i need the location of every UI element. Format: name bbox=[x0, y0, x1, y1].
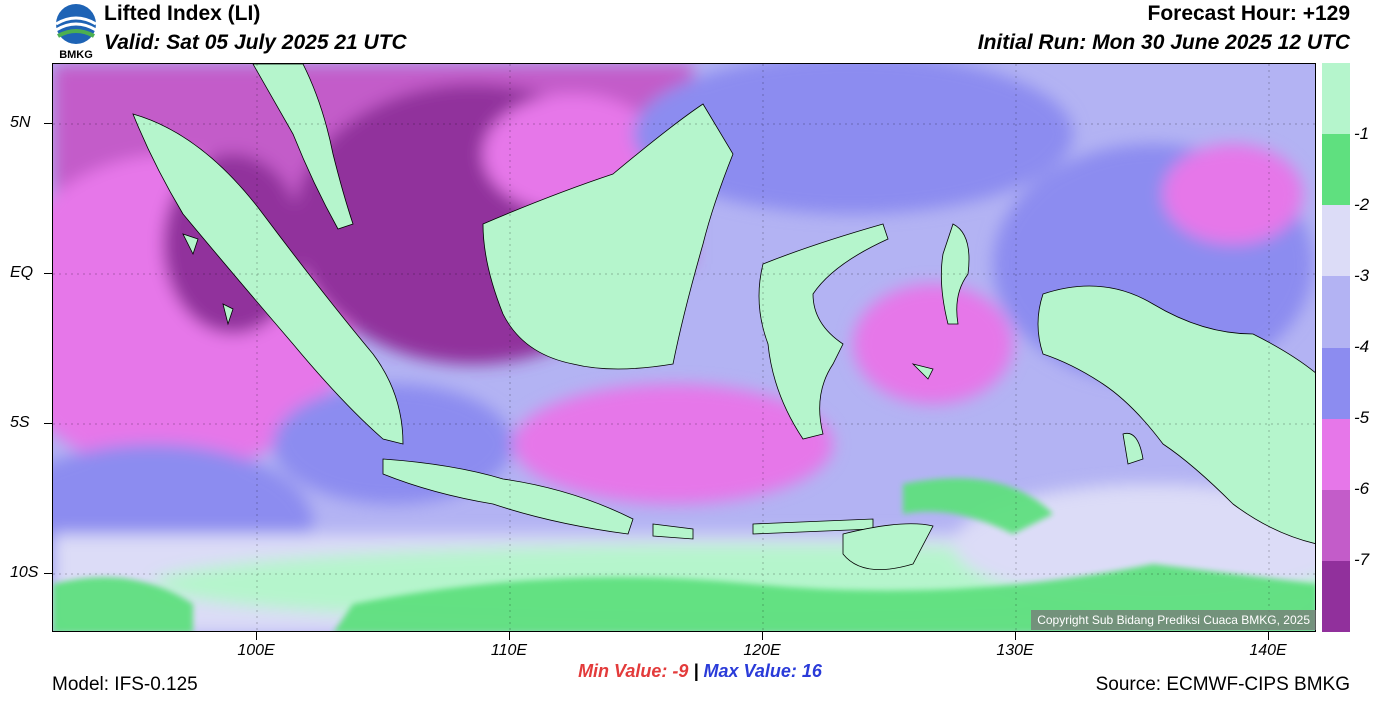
max-label: Max Value: bbox=[703, 661, 797, 681]
legend-swatch bbox=[1322, 418, 1350, 490]
legend-swatch bbox=[1322, 63, 1350, 135]
lat-label-5s: 5S bbox=[10, 414, 30, 431]
lat-tick bbox=[44, 123, 52, 124]
max-value: 16 bbox=[801, 661, 822, 681]
legend-swatch bbox=[1322, 134, 1350, 206]
lon-label-120e: 120E bbox=[743, 642, 781, 659]
lat-tick bbox=[44, 273, 52, 274]
min-value: -9 bbox=[672, 661, 689, 681]
lon-tick bbox=[762, 632, 763, 640]
initial-run: Initial Run: Mon 30 June 2025 12 UTC bbox=[977, 31, 1350, 54]
color-legend bbox=[1322, 63, 1350, 632]
bmkg-logo: BMKG bbox=[52, 2, 100, 62]
legend-label: -3 bbox=[1354, 266, 1370, 285]
lat-label-10s: 10S bbox=[10, 564, 39, 581]
legend-swatch bbox=[1322, 489, 1350, 561]
legend-swatch bbox=[1322, 347, 1350, 419]
legend-label: -1 bbox=[1354, 124, 1370, 143]
legend-label: -6 bbox=[1354, 479, 1370, 498]
lon-tick bbox=[1015, 632, 1016, 640]
legend-swatch bbox=[1322, 205, 1350, 277]
lon-tick bbox=[256, 632, 257, 640]
lon-tick bbox=[509, 632, 510, 640]
lon-label-100e: 100E bbox=[237, 642, 275, 659]
min-max-separator: | bbox=[693, 661, 699, 681]
lon-tick bbox=[1268, 632, 1269, 640]
legend-label: -5 bbox=[1354, 408, 1370, 427]
legend-label: -4 bbox=[1354, 337, 1370, 356]
model-info: Model: IFS-0.125 bbox=[52, 674, 198, 695]
lat-tick bbox=[44, 423, 52, 424]
copyright-notice: Copyright Sub Bidang Prediksi Cuaca BMKG… bbox=[1031, 610, 1316, 630]
lifted-index-map bbox=[52, 63, 1316, 632]
lat-tick bbox=[44, 573, 52, 574]
lon-label-130e: 130E bbox=[996, 642, 1034, 659]
legend-label: -2 bbox=[1354, 195, 1370, 214]
min-max-values: Min Value: -9 | Max Value: 16 bbox=[0, 661, 1400, 682]
min-label: Min Value: bbox=[578, 661, 668, 681]
forecast-hour: Forecast Hour: +129 bbox=[1147, 2, 1351, 25]
lat-label-eq: EQ bbox=[10, 264, 34, 281]
legend-swatch bbox=[1322, 276, 1350, 348]
valid-time: Valid: Sat 05 July 2025 21 UTC bbox=[104, 31, 407, 54]
source-info: Source: ECMWF-CIPS BMKG bbox=[1095, 674, 1350, 695]
lat-label-5n: 5N bbox=[10, 114, 31, 131]
map-title: Lifted Index (LI) bbox=[104, 2, 261, 25]
lon-label-140e: 140E bbox=[1249, 642, 1287, 659]
lon-label-110e: 110E bbox=[490, 642, 528, 659]
legend-label: -7 bbox=[1354, 550, 1370, 569]
legend-swatch bbox=[1322, 560, 1350, 632]
svg-text:BMKG: BMKG bbox=[59, 49, 93, 61]
